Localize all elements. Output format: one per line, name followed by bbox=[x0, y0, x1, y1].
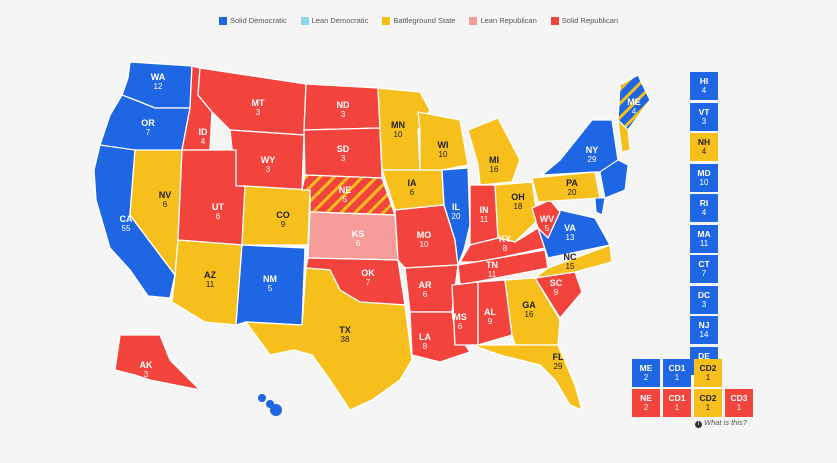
district-ev: 1 bbox=[674, 403, 680, 412]
state-pa[interactable] bbox=[531, 171, 601, 203]
legend-item-4: Solid Republican bbox=[550, 16, 619, 25]
small-state-nj[interactable]: NJ 14 bbox=[690, 316, 718, 344]
small-state-abbr: HI bbox=[699, 76, 709, 86]
small-state-abbr: MA bbox=[697, 228, 711, 239]
state-tx[interactable] bbox=[244, 267, 413, 411]
state-il[interactable] bbox=[441, 167, 471, 266]
district-box-cd3[interactable]: CD3 1 bbox=[725, 389, 753, 417]
district-abbr: NE bbox=[640, 393, 652, 403]
northeast-state-shape[interactable] bbox=[599, 159, 629, 199]
state-az[interactable] bbox=[171, 239, 243, 326]
small-state-ev: 4 bbox=[701, 86, 707, 95]
small-state-vt[interactable]: VT 3 bbox=[690, 102, 718, 131]
state-ak[interactable] bbox=[114, 334, 202, 392]
what-is-this-link[interactable]: i What is this? bbox=[695, 418, 747, 428]
small-state-ct[interactable]: CT 7 bbox=[690, 255, 718, 283]
small-state-ev: 4 bbox=[701, 147, 707, 156]
state-ny[interactable] bbox=[540, 119, 619, 176]
small-state-abbr: MD bbox=[697, 167, 711, 178]
state-ne[interactable] bbox=[301, 174, 396, 216]
state-mi[interactable] bbox=[467, 117, 521, 186]
state-mt[interactable] bbox=[197, 67, 307, 136]
small-state-md[interactable]: MD 10 bbox=[690, 163, 718, 192]
legend-label: Lean Republican bbox=[480, 16, 537, 25]
info-icon: i bbox=[695, 421, 702, 428]
small-state-abbr: CT bbox=[698, 259, 710, 269]
small-state-hi[interactable]: HI 4 bbox=[690, 72, 718, 100]
state-wy[interactable] bbox=[229, 129, 305, 191]
district-box-ne[interactable]: NE 2 bbox=[632, 389, 660, 417]
state-wi[interactable] bbox=[417, 111, 469, 171]
state-me[interactable] bbox=[617, 74, 651, 131]
legend-item-3: Lean Republican bbox=[469, 16, 537, 25]
district-ev: 1 bbox=[674, 373, 680, 382]
small-state-abbr: VT bbox=[698, 106, 710, 117]
district-ev: 1 bbox=[736, 403, 742, 412]
state-in[interactable] bbox=[469, 184, 499, 246]
district-abbr: CD1 bbox=[668, 363, 686, 373]
state-ks[interactable] bbox=[307, 211, 399, 261]
small-state-ev: 14 bbox=[699, 330, 709, 339]
state-nd[interactable] bbox=[303, 83, 381, 131]
district-ev: 2 bbox=[643, 403, 649, 412]
small-state-dc[interactable]: DC 3 bbox=[690, 285, 718, 314]
state-fl[interactable] bbox=[471, 344, 583, 412]
state-nm[interactable] bbox=[235, 244, 306, 326]
legend-swatch bbox=[469, 16, 478, 25]
northeast-state-shape[interactable] bbox=[594, 197, 606, 216]
small-state-abbr: DE bbox=[698, 350, 710, 361]
district-ev: 1 bbox=[705, 403, 711, 412]
district-ev: 1 bbox=[705, 373, 711, 382]
district-abbr: CD3 bbox=[730, 393, 748, 403]
state-mn[interactable] bbox=[377, 87, 431, 171]
small-state-abbr: RI bbox=[699, 198, 709, 208]
district-abbr: CD2 bbox=[699, 363, 717, 373]
district-box-cd1[interactable]: CD1 1 bbox=[663, 389, 691, 417]
district-abbr: CD2 bbox=[699, 393, 717, 403]
state-ar[interactable] bbox=[404, 264, 459, 313]
legend-label: Lean Democratic bbox=[311, 16, 369, 25]
small-state-abbr: DC bbox=[697, 289, 711, 300]
state-ut[interactable] bbox=[177, 149, 246, 246]
small-state-ri[interactable]: RI 4 bbox=[690, 194, 718, 222]
state-nc[interactable] bbox=[532, 244, 613, 280]
small-state-abbr: NH bbox=[697, 137, 711, 147]
district-abbr: ME bbox=[639, 363, 653, 373]
district-abbr: CD1 bbox=[668, 393, 686, 403]
district-box-me[interactable]: ME 2 bbox=[632, 359, 660, 387]
district-box-cd2[interactable]: CD2 1 bbox=[694, 359, 722, 387]
legend-label: Solid Republican bbox=[561, 16, 619, 25]
district-box-cd1[interactable]: CD1 1 bbox=[663, 359, 691, 387]
small-state-nh[interactable]: NH 4 bbox=[690, 133, 718, 161]
small-state-ev: 4 bbox=[701, 208, 707, 217]
small-state-ev: 3 bbox=[701, 299, 707, 309]
district-box-cd2[interactable]: CD2 1 bbox=[694, 389, 722, 417]
map-legend: Solid Democratic Lean Democratic Battlegro… bbox=[0, 16, 837, 25]
state-co[interactable] bbox=[241, 185, 311, 246]
legend-swatch bbox=[550, 16, 559, 25]
state-sd[interactable] bbox=[303, 127, 383, 179]
small-state-ev: 3 bbox=[701, 116, 707, 126]
state-la[interactable] bbox=[409, 311, 472, 363]
state-oh[interactable] bbox=[494, 181, 539, 243]
legend-label: Battleground State bbox=[393, 16, 456, 25]
small-state-ma[interactable]: MA 11 bbox=[690, 224, 718, 253]
small-state-ev: 11 bbox=[699, 238, 709, 248]
district-ev: 2 bbox=[643, 373, 649, 382]
small-state-abbr: NJ bbox=[698, 320, 710, 330]
legend-label: Solid Democratic bbox=[229, 16, 287, 25]
legend-item-0: Solid Democratic bbox=[218, 16, 287, 25]
small-state-ev: 10 bbox=[699, 177, 709, 187]
hawaii-island[interactable] bbox=[270, 404, 282, 416]
hawaii-island[interactable] bbox=[258, 394, 266, 402]
state-ms[interactable] bbox=[451, 281, 479, 346]
northeast-state-shape[interactable] bbox=[617, 118, 631, 153]
legend-item-2: Battleground State bbox=[382, 16, 455, 25]
legend-swatch bbox=[300, 16, 309, 25]
legend-swatch bbox=[218, 16, 227, 25]
what-is-this-label: What is this? bbox=[704, 418, 747, 427]
legend-swatch bbox=[382, 16, 391, 25]
small-state-ev: 7 bbox=[701, 269, 707, 278]
legend-item-1: Lean Democratic bbox=[300, 16, 369, 25]
